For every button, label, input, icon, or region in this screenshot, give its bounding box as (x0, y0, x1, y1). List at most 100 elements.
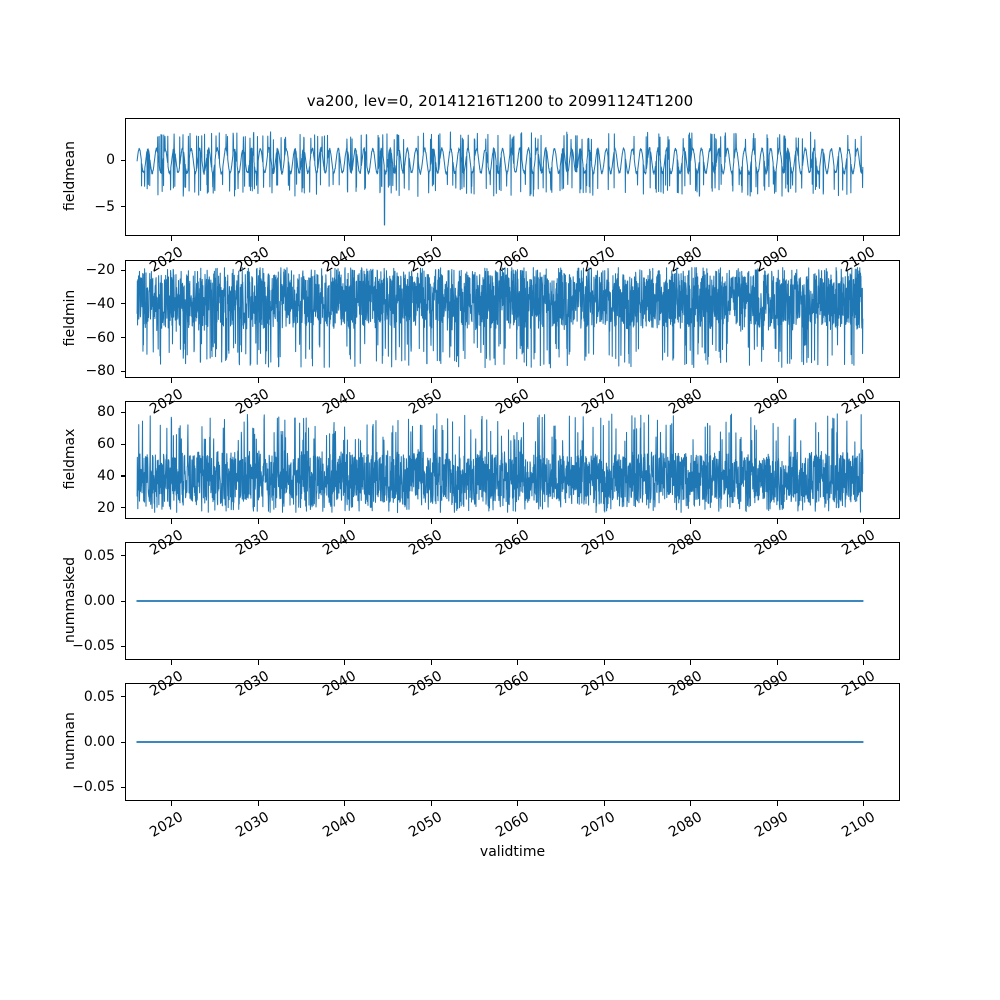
plot-panel-fieldmax: 20 40 60 80 fieldmax 2020 2030 2040 2050 2060 2070… (62, 401, 900, 559)
x-tick-mark (430, 660, 432, 665)
x-tick-mark (171, 519, 173, 524)
x-tick-mark (690, 236, 692, 241)
y-tick-mark (120, 786, 125, 788)
x-tick-mark (863, 801, 865, 806)
x-tick-mark (690, 801, 692, 806)
axes-frame-numnan (125, 683, 900, 801)
y-tick-label: −0.05 (72, 638, 115, 655)
x-tick-mark (603, 378, 605, 383)
x-tick-mark (430, 378, 432, 383)
x-tick-mark (257, 801, 259, 806)
y-tick-label: 80 (97, 404, 115, 421)
y-axis-label-fieldmin: fieldmin (62, 289, 78, 347)
x-tick-mark (344, 801, 346, 806)
y-tick-mark (120, 303, 125, 305)
plot-panel-numnan: 0.05 0.00 −0.05 numnan 2020 2030 2040 2050 2060 2… (62, 683, 900, 841)
y-axis-label-numnan: numnan (62, 712, 78, 770)
plot-panel-fieldmean: 0 −5 fieldmean 2020 2030 2040 2050 2060 2070 2080… (62, 118, 900, 276)
x-tick-mark (776, 801, 778, 806)
plot-panel-fieldmin: −20 −40 −60 −80 fieldmin 2020 2030 2040 2050 2060… (62, 260, 900, 418)
x-tick-mark (863, 236, 865, 241)
x-tick-mark (776, 519, 778, 524)
figure-title: va200, lev=0, 20141216T1200 to 20991124T… (306, 92, 694, 110)
x-tick-mark (344, 519, 346, 524)
x-axis-label: validtime (479, 844, 546, 860)
data-trace-fieldmean (136, 131, 864, 226)
x-tick-mark (257, 378, 259, 383)
y-tick-label: −0.05 (72, 779, 115, 796)
x-tick-mark (171, 801, 173, 806)
x-tick-mark (517, 801, 519, 806)
x-tick-mark (430, 519, 432, 524)
y-tick-label: 0.05 (83, 547, 115, 564)
y-tick-mark (120, 206, 125, 208)
x-tick-mark (517, 236, 519, 241)
x-tick-mark (776, 378, 778, 383)
x-tick-mark (690, 378, 692, 383)
y-tick-mark (120, 645, 125, 647)
x-tick-mark (517, 378, 519, 383)
x-tick-mark (517, 660, 519, 665)
y-tick-mark (120, 507, 125, 509)
x-tick-mark (171, 236, 173, 241)
data-trace-fieldmin (136, 267, 864, 369)
y-tick-label: 60 (97, 436, 115, 453)
x-tick-mark (430, 236, 432, 241)
y-tick-mark (120, 269, 125, 271)
y-tick-label: 20 (97, 499, 115, 516)
y-tick-mark (120, 696, 125, 698)
data-trace-numnan (136, 741, 864, 743)
y-tick-label: 0 (106, 152, 115, 169)
x-tick-mark (863, 519, 865, 524)
x-tick-mark (603, 660, 605, 665)
x-tick-mark (171, 378, 173, 383)
x-tick-mark (171, 660, 173, 665)
plot-panel-nummasked: 0.05 0.00 −0.05 nummasked 2020 2030 2040 2050 20… (62, 542, 900, 700)
y-tick-mark (120, 443, 125, 445)
y-tick-label: 0.00 (83, 593, 115, 609)
x-tick-mark (603, 801, 605, 806)
y-axis-label-nummasked: nummasked (62, 557, 78, 644)
y-tick-label: 0.00 (83, 734, 115, 750)
y-tick-label: 40 (97, 467, 115, 484)
x-tick-mark (863, 378, 865, 383)
x-tick-mark (344, 660, 346, 665)
axes-frame-nummasked (125, 542, 900, 660)
y-tick-label: −40 (85, 295, 115, 312)
x-tick-mark (690, 660, 692, 665)
axes-frame-fieldmin (125, 260, 900, 378)
y-tick-label: −20 (85, 262, 115, 279)
y-tick-mark (120, 741, 125, 743)
y-tick-label: −5 (94, 198, 115, 215)
y-tick-label: −80 (85, 363, 115, 380)
x-tick-mark (603, 236, 605, 241)
axes-frame-fieldmax (125, 401, 900, 519)
y-axis-label-fieldmax: fieldmax (62, 428, 78, 490)
y-tick-mark (120, 475, 125, 477)
y-tick-mark (120, 411, 125, 413)
x-tick-mark (344, 378, 346, 383)
axes-frame-fieldmean (125, 118, 900, 236)
x-tick-mark (517, 519, 519, 524)
y-tick-mark (120, 370, 125, 372)
x-tick-mark (257, 660, 259, 665)
x-tick-mark (257, 519, 259, 524)
y-tick-mark (120, 159, 125, 161)
x-tick-mark (603, 519, 605, 524)
y-tick-mark (120, 337, 125, 339)
x-tick-mark (344, 236, 346, 241)
y-tick-mark (120, 555, 125, 557)
y-tick-label: 0.05 (83, 688, 115, 705)
y-tick-mark (120, 600, 125, 602)
y-tick-label: −60 (85, 329, 115, 346)
x-tick-mark (776, 660, 778, 665)
data-trace-nummasked (136, 600, 864, 602)
x-tick-mark (430, 801, 432, 806)
data-trace-fieldmax (136, 413, 864, 514)
x-tick-mark (863, 660, 865, 665)
y-axis-label-fieldmean: fieldmean (62, 141, 78, 211)
x-tick-mark (690, 519, 692, 524)
x-tick-mark (776, 236, 778, 241)
x-tick-mark (257, 236, 259, 241)
